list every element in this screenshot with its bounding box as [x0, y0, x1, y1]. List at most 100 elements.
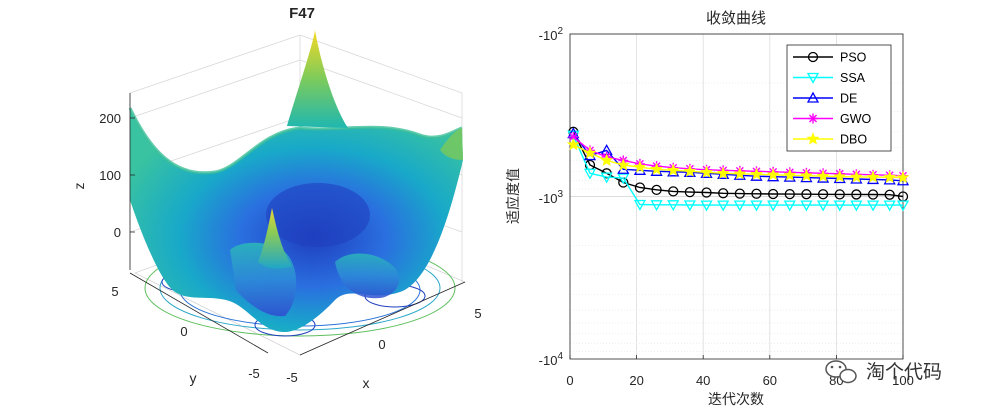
point-marker — [616, 158, 630, 171]
point-marker — [783, 168, 797, 181]
point-marker — [750, 167, 763, 180]
convergence-legend: PSO SSA DE GWO DBO — [786, 44, 892, 152]
point-marker — [851, 189, 862, 200]
point-marker — [767, 200, 780, 212]
point-marker — [700, 165, 713, 178]
z-axis-label: z — [71, 183, 87, 190]
point-marker — [800, 200, 813, 212]
point-marker — [833, 169, 847, 183]
legend-item-de: DE — [793, 92, 857, 106]
point-marker — [833, 200, 846, 212]
point-marker — [666, 163, 680, 176]
point-marker — [651, 184, 662, 195]
x-tick-label: 60 — [763, 373, 777, 388]
x-tick-label: 0 — [378, 337, 385, 352]
point-marker — [733, 166, 747, 180]
wechat-icon — [825, 360, 857, 384]
point-marker — [566, 137, 580, 151]
x-tick-label: 40 — [696, 373, 710, 388]
point-marker — [617, 173, 630, 185]
point-marker — [633, 199, 647, 211]
convergence-x-ticks: 0 20 40 60 80 100 — [566, 355, 914, 388]
y-tick-label: -5 — [248, 366, 260, 381]
convergence-title: 收敛曲线 — [706, 9, 766, 27]
point-marker — [817, 189, 829, 200]
point-marker — [633, 160, 647, 173]
convergence-series — [566, 126, 910, 212]
point-marker — [650, 162, 664, 175]
watermark: 淘个代码 — [825, 360, 942, 384]
point-marker — [733, 200, 746, 212]
point-marker — [806, 72, 820, 84]
point-marker — [866, 170, 880, 183]
z-tick-label: 200 — [99, 111, 121, 126]
point-marker — [600, 172, 613, 184]
y-tick-label: 5 — [111, 284, 118, 299]
x-tick-label: -5 — [286, 370, 298, 385]
point-marker — [866, 200, 880, 212]
z-tick-label: 100 — [99, 168, 121, 183]
point-marker — [751, 188, 762, 199]
convergence-plot: 收敛曲线 0 20 40 60 80 100 -102 -103 -104 适应度值 迭代… — [505, 9, 914, 408]
point-marker — [767, 188, 779, 200]
point-marker — [766, 167, 780, 181]
legend-label: PSO — [840, 51, 867, 65]
x-tick-label: 5 — [474, 306, 481, 321]
point-marker — [634, 182, 646, 193]
surface-y-axis: 5 0 -5 y — [111, 272, 269, 386]
watermark-text: 淘个代码 — [866, 361, 942, 383]
series-line — [572, 131, 904, 198]
surface-plot: F47 — [71, 5, 482, 391]
point-marker — [583, 146, 597, 159]
point-marker — [700, 200, 713, 212]
point-marker — [834, 189, 845, 200]
y-tick-label: -103 — [539, 189, 564, 206]
y-axis-label: y — [190, 370, 197, 386]
legend-label: DE — [840, 92, 857, 106]
series-dbo — [566, 137, 910, 184]
point-marker — [784, 188, 795, 200]
convergence-y-label: 适应度值 — [505, 168, 522, 224]
point-marker — [684, 186, 696, 198]
convergence-x-label: 迭代次数 — [708, 392, 764, 408]
surface-x-axis: -5 0 5 x — [286, 281, 482, 391]
surface-title: F47 — [289, 5, 315, 22]
point-marker — [896, 200, 910, 212]
x-tick-label: 0 — [566, 373, 573, 388]
point-marker — [849, 170, 863, 183]
point-marker — [583, 168, 597, 180]
point-marker — [683, 200, 696, 212]
point-marker — [717, 200, 730, 212]
x-tick-label: 20 — [629, 373, 643, 388]
series-ssa — [567, 130, 910, 212]
point-marker — [734, 188, 745, 199]
point-marker — [650, 200, 663, 212]
point-marker — [683, 164, 697, 177]
point-marker — [807, 51, 819, 63]
point-marker — [808, 113, 818, 124]
legend-label: SSA — [840, 71, 866, 85]
legend-label: GWO — [840, 112, 872, 126]
point-marker — [799, 168, 813, 182]
point-marker — [867, 189, 879, 200]
surface-z-axis: 200 100 0 z — [71, 93, 135, 270]
y-tick-label: -102 — [539, 26, 564, 43]
point-marker — [884, 189, 895, 200]
point-marker — [896, 170, 910, 184]
point-marker — [701, 187, 712, 198]
point-marker — [783, 200, 796, 212]
point-marker — [668, 186, 679, 197]
convergence-y-ticks: -102 -103 -104 — [539, 26, 564, 368]
legend-item-dbo: DBO — [793, 132, 867, 147]
y-tick-label: -104 — [539, 351, 564, 368]
legend-item-ssa: SSA — [793, 71, 866, 85]
z-tick-label: 0 — [114, 225, 121, 240]
point-marker — [718, 188, 729, 199]
point-marker — [816, 169, 830, 182]
point-marker — [883, 200, 896, 212]
x-axis-label: x — [363, 375, 370, 391]
point-marker — [716, 166, 730, 179]
point-marker — [850, 200, 863, 212]
y-tick-label: 0 — [180, 324, 187, 339]
legend-label: DBO — [840, 133, 867, 147]
